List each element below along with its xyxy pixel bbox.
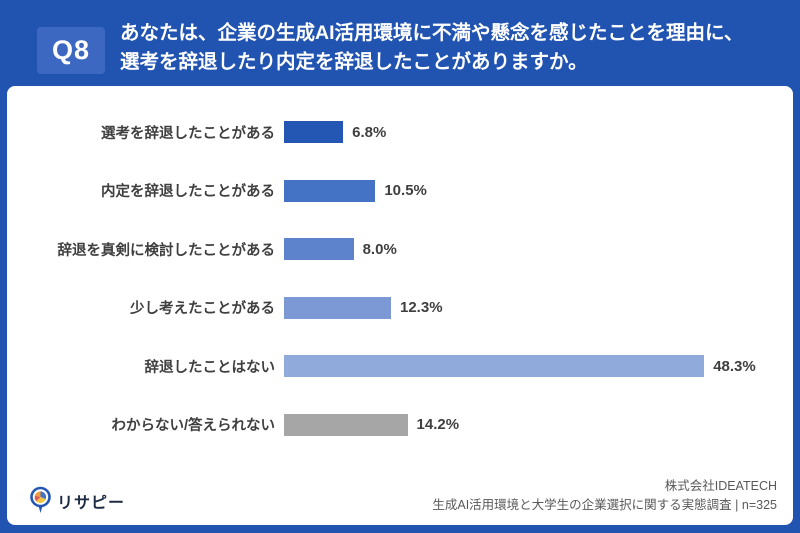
bar: [284, 238, 354, 261]
category-label: 辞退を真剣に検討したことがある: [57, 242, 276, 259]
question-line-2: 選考を辞退したり内定を辞退したことがありますか。: [120, 51, 588, 73]
chart-row: 選考を辞退したことがある 6.8%: [37, 103, 775, 162]
question-header: Q8 あなたは、企業の生成AI活用環境に不満や懸念を感じたことを理由に、 選考を…: [0, 0, 800, 86]
category-label: 少し考えたことがある: [130, 301, 275, 318]
chart-row: 辞退を真剣に検討したことがある 8.0%: [37, 220, 775, 279]
chart-card: 選考を辞退したことがある 6.8% 内定を辞退したことがある 10.5% 辞退を真剣に検…: [7, 86, 793, 525]
category-label: 辞退したことはない: [144, 359, 276, 376]
category-label: 内定を辞退したことがある: [101, 184, 275, 201]
source-attribution: 株式会社IDEATECH 生成AI活用環境と大学生の企業選択に関する実態調査 |…: [432, 477, 777, 515]
question-number-badge: Q8: [37, 27, 105, 74]
bar: [284, 413, 408, 436]
bar: [284, 179, 376, 202]
question-text: あなたは、企業の生成AI活用環境に不満や懸念を感じたことを理由に、 選考を辞退し…: [120, 19, 780, 77]
logo-wordmark: リサピー: [57, 494, 126, 512]
value-label: 10.5%: [384, 182, 427, 200]
value-label: 48.3%: [713, 357, 756, 375]
bar-chart: 選考を辞退したことがある 6.8% 内定を辞退したことがある 10.5% 辞退を真剣に検…: [37, 103, 775, 454]
bar: [284, 121, 344, 144]
chart-row: 内定を辞退したことがある 10.5%: [37, 162, 775, 221]
bar: [284, 355, 705, 378]
question-line-1: あなたは、企業の生成AI活用環境に不満や懸念を感じたことを理由に、: [120, 22, 744, 44]
value-label: 6.8%: [352, 123, 387, 141]
survey-name: 生成AI活用環境と大学生の企業選択に関する実態調査 | n=325: [432, 498, 777, 512]
category-label: わからない/答えられない: [111, 418, 275, 435]
chart-row: 少し考えたことがある 12.3%: [37, 279, 775, 338]
bar: [284, 296, 391, 319]
resapi-logo: リサピー: [29, 486, 125, 515]
category-label: 選考を辞退したことがある: [101, 125, 275, 142]
value-label: 8.0%: [362, 240, 397, 258]
value-label: 12.3%: [400, 299, 443, 317]
chart-row: わからない/答えられない 14.2%: [37, 396, 775, 455]
value-label: 14.2%: [416, 416, 460, 434]
pie-magnifier-logo-icon: [29, 486, 52, 515]
company-name: 株式会社IDEATECH: [664, 479, 777, 493]
chart-row: 辞退したことはない 48.3%: [37, 337, 775, 396]
